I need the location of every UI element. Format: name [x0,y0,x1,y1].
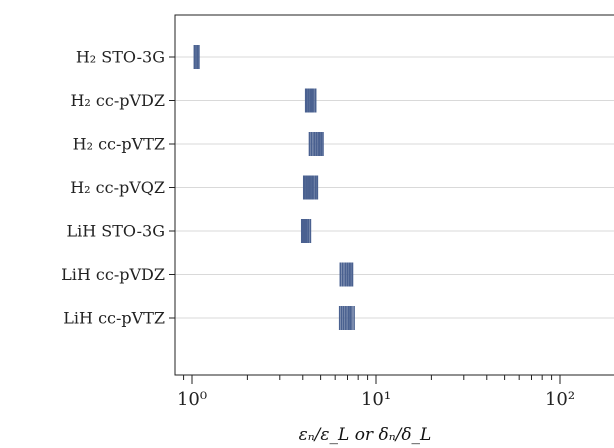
y-tick-label: H₂ cc-pVQZ [70,178,165,197]
y-tick-label: H₂ cc-pVTZ [73,135,165,154]
grid-layer [175,56,614,319]
y-axis: H₂ STO-3G H₂ cc-pVDZ H₂ cc-pVTZ H₂ cc-pVQZ L… [61,48,175,328]
marks-layer [193,45,355,330]
y-tick-label: LiH cc-pVTZ [63,309,165,328]
x-axis-label: εₙ/ε_L or δₙ/δ_L [299,425,432,445]
x-tick-label: 10⁰ [177,389,207,410]
x-tick-label: 10² [545,389,575,410]
plot-frame [174,14,614,376]
y-tick-label: LiH STO-3G [67,222,165,241]
x-axis: 10⁰ 10¹ 10² [177,375,575,410]
x-tick-label: 10¹ [361,389,391,410]
y-tick-label: H₂ cc-pVDZ [70,91,165,110]
y-tick-label: H₂ STO-3G [76,48,165,67]
y-tick-label: LiH cc-pVDZ [61,265,165,284]
